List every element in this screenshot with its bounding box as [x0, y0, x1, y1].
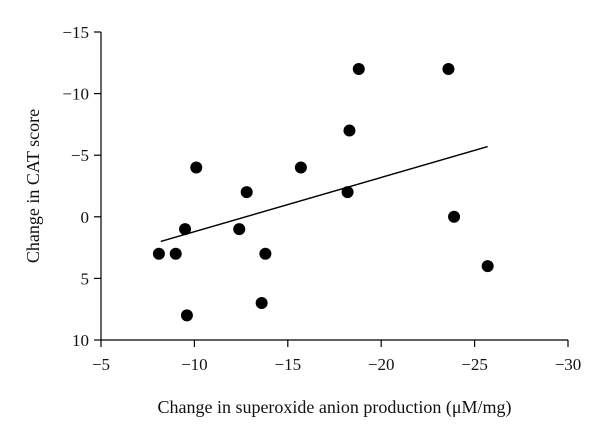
x-tick-label: −30 — [555, 355, 582, 374]
data-point — [442, 62, 455, 75]
data-point — [190, 161, 203, 174]
y-tick-label: 0 — [81, 208, 90, 227]
data-point — [180, 309, 193, 322]
data-point — [343, 124, 356, 137]
x-tick-label: −15 — [275, 355, 302, 374]
data-point — [169, 247, 182, 260]
axes: −5 −10 −15 −20 −25 −30 −15 −10 −5 0 5 10 — [62, 23, 581, 374]
regression-line — [160, 145, 488, 243]
data-point — [341, 186, 354, 199]
data-point — [233, 223, 246, 236]
data-point — [255, 297, 268, 310]
y-axis-title: Change in CAT score — [23, 109, 43, 263]
data-point — [240, 186, 253, 199]
points-layer — [152, 62, 494, 322]
data-point — [352, 62, 365, 75]
x-axis-title: Change in superoxide anion production (μ… — [157, 397, 511, 418]
y-tick-label: 10 — [72, 331, 89, 350]
data-point — [294, 161, 307, 174]
data-point — [259, 247, 272, 260]
trendline-layer — [160, 145, 488, 243]
y-tick-label: −5 — [71, 146, 89, 165]
x-tick-label: −5 — [92, 355, 110, 374]
x-tick-label: −10 — [181, 355, 208, 374]
y-tick-label: −15 — [62, 23, 89, 42]
x-tick-label: −20 — [368, 355, 395, 374]
data-point — [448, 210, 461, 223]
data-point — [179, 223, 192, 236]
y-tick-label: 5 — [81, 269, 90, 288]
data-point — [152, 247, 165, 260]
data-point — [481, 260, 494, 273]
y-tick-label: −10 — [62, 85, 89, 104]
x-tick-label: −25 — [461, 355, 488, 374]
